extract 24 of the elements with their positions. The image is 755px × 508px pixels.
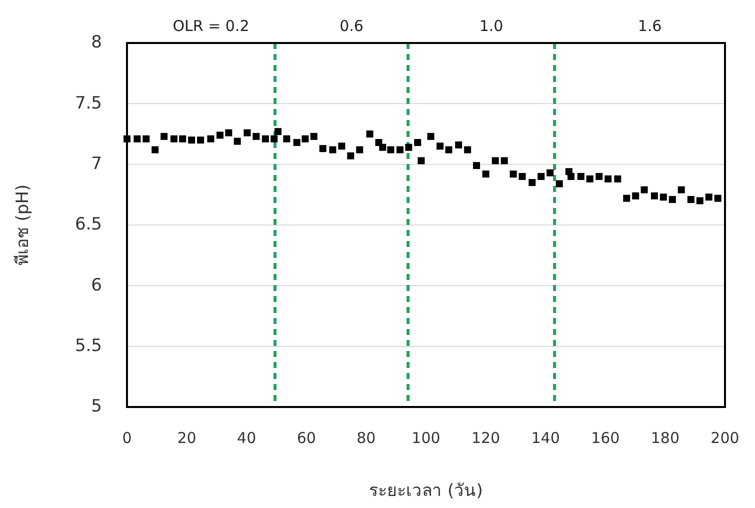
- y-tick-label: 6.5: [74, 214, 102, 235]
- text: 1.0: [479, 17, 504, 35]
- y-tick-label: 5.5: [74, 336, 102, 356]
- x-tick-label: 200: [710, 429, 740, 447]
- y-tick-label: 8: [91, 32, 102, 53]
- y-tick-label: 7: [91, 154, 102, 174]
- y-tick-label: 6: [91, 275, 102, 296]
- y-tick-label: 5: [91, 396, 102, 417]
- text: 1.6: [638, 17, 662, 35]
- text: 0.6: [340, 17, 364, 35]
- x-tick-label: 140: [531, 429, 560, 447]
- y-axis-title: พีเอช (pH): [13, 184, 33, 266]
- x-tick-label: 180: [650, 429, 680, 447]
- x-tick-label: 40: [237, 429, 256, 447]
- text: OLR = 0.2: [172, 17, 250, 35]
- x-tick-label: 120: [471, 429, 500, 447]
- x-tick-label: 60: [296, 429, 316, 447]
- x-tick-label: 20: [177, 429, 196, 447]
- x-tick-label: 80: [356, 429, 376, 447]
- x-tick-label: 100: [412, 429, 440, 447]
- y-tick-label: 7.5: [74, 93, 102, 114]
- x-axis-title: ระยะเวลา (วัน): [369, 481, 483, 501]
- x-tick-label: 160: [591, 429, 620, 447]
- x-tick-label: 0: [122, 429, 132, 447]
